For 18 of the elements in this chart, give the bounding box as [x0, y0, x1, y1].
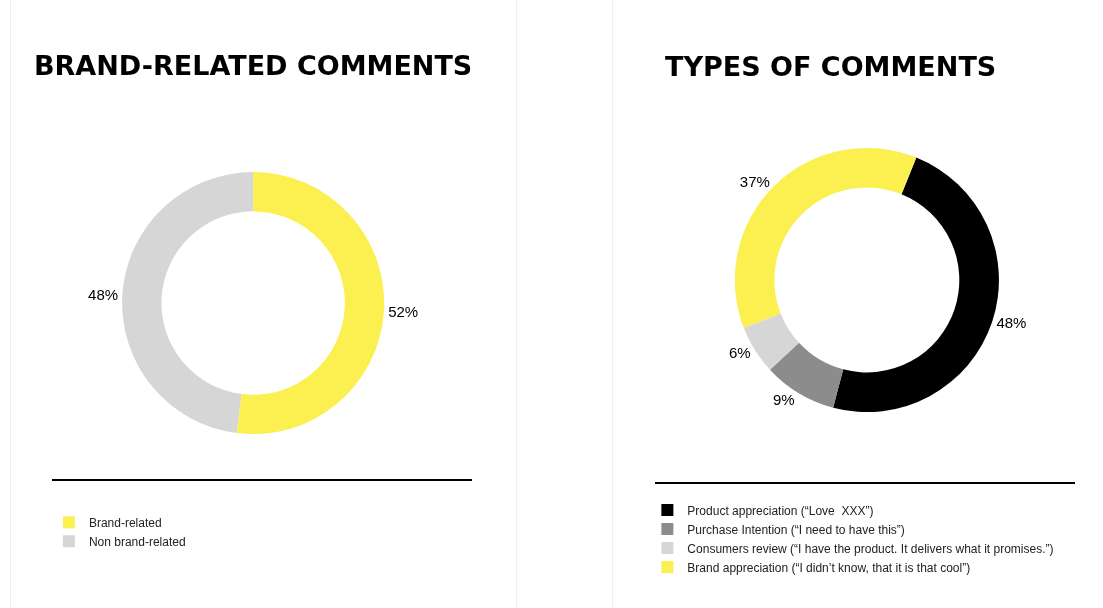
donut-slice — [734, 147, 917, 328]
data-label: 9% — [772, 390, 795, 408]
data-label: 37% — [739, 173, 770, 191]
legend-label: Non brand-related — [88, 534, 186, 549]
data-label: 6% — [728, 343, 751, 361]
data-label: 48% — [996, 314, 1027, 332]
chart-title: TYPES OF COMMENTS — [665, 51, 997, 83]
data-label: 48% — [88, 286, 119, 304]
donut-slice — [236, 172, 384, 435]
legend-label: Brand appreciation (“I didn’t know, that it is that cool”) — [687, 560, 971, 575]
donut-slice — [769, 342, 844, 408]
data-label: 52% — [388, 302, 419, 320]
chart-title: BRAND-RELATED COMMENTS — [34, 50, 473, 82]
legend-label: Purchase Intention (“I need to have this”) — [687, 522, 905, 537]
legend-label: Brand-related — [88, 515, 162, 530]
legend-label: Product appreciation (“Love XXX”) — [687, 503, 874, 518]
legend-label: Consumers review (“I have the product. It delivers what it promises.”) — [687, 541, 1054, 556]
donut-slice — [122, 172, 254, 434]
